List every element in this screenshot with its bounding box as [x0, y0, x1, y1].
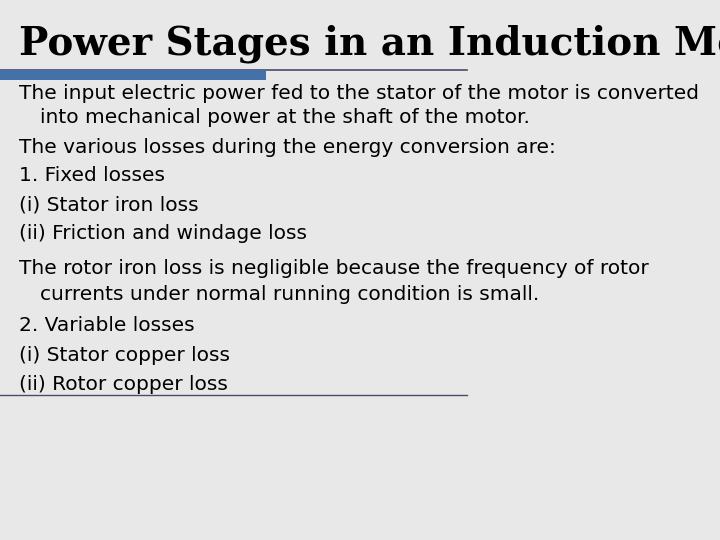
Text: Power Stages in an Induction Motor: Power Stages in an Induction Motor — [19, 24, 720, 63]
FancyBboxPatch shape — [0, 70, 266, 80]
Text: into mechanical power at the shaft of the motor.: into mechanical power at the shaft of th… — [40, 108, 530, 127]
Text: The input electric power fed to the stator of the motor is converted: The input electric power fed to the stat… — [19, 84, 698, 103]
Text: (ii) Friction and windage loss: (ii) Friction and windage loss — [19, 224, 307, 243]
Text: currents under normal running condition is small.: currents under normal running condition … — [40, 285, 539, 303]
Text: (i) Stator copper loss: (i) Stator copper loss — [19, 346, 230, 365]
Text: 2. Variable losses: 2. Variable losses — [19, 316, 194, 335]
Text: (i) Stator iron loss: (i) Stator iron loss — [19, 195, 198, 214]
Text: The various losses during the energy conversion are:: The various losses during the energy con… — [19, 138, 556, 157]
Text: (ii) Rotor copper loss: (ii) Rotor copper loss — [19, 375, 228, 394]
Text: 1. Fixed losses: 1. Fixed losses — [19, 166, 165, 185]
Text: The rotor iron loss is negligible because the frequency of rotor: The rotor iron loss is negligible becaus… — [19, 259, 649, 278]
